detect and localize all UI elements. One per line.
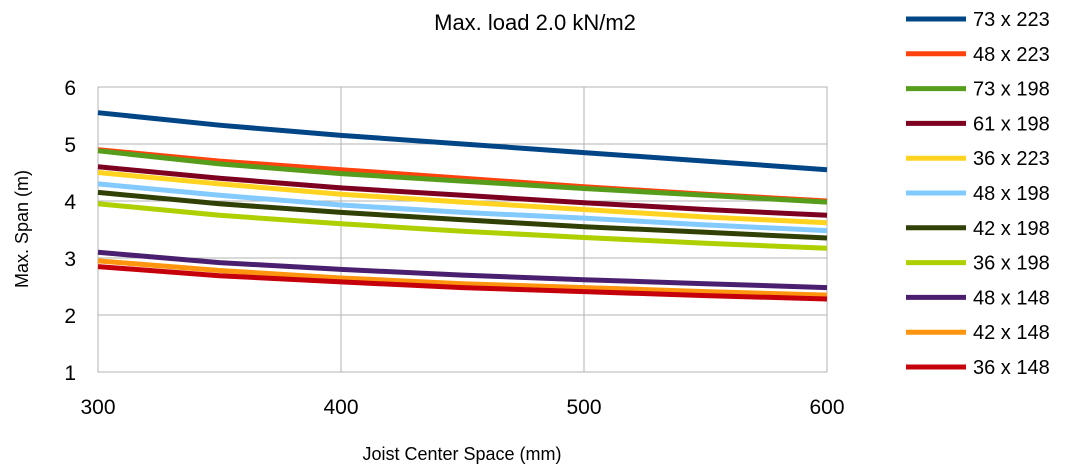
legend-label: 42 x 198	[973, 218, 1050, 240]
legend-label: 42 x 148	[973, 322, 1050, 344]
legend-label: 48 x 223	[973, 44, 1050, 66]
legend-item: 36 x 198	[906, 253, 1050, 275]
legend-item: 61 x 198	[906, 113, 1050, 135]
legend-item: 73 x 198	[906, 79, 1050, 101]
legend-item: 48 x 148	[906, 287, 1050, 309]
legend-item: 42 x 198	[906, 218, 1050, 240]
y-tick-label: 3	[64, 248, 76, 271]
x-axis-label: Joist Center Space (mm)	[362, 444, 561, 464]
legend-label: 48 x 198	[973, 183, 1050, 205]
series-line	[97, 264, 828, 302]
y-tick-label: 2	[64, 305, 76, 328]
series-line	[97, 258, 828, 298]
legend: 73 x 223 48 x 223 73 x 198 61 x 198 36 x 223…	[906, 9, 1050, 379]
series-line	[97, 164, 828, 218]
legend-label: 73 x 198	[973, 79, 1050, 101]
legend-label: 73 x 223	[973, 9, 1050, 31]
x-tick-label: 500	[566, 396, 601, 419]
legend-item: 36 x 223	[906, 148, 1050, 170]
y-tick-label: 1	[64, 362, 76, 385]
y-axis-ticks: 1 2 3 4 5 6	[64, 77, 76, 385]
x-axis-ticks: 300 400 500 600	[80, 396, 844, 419]
legend-item: 36 x 148	[906, 357, 1050, 379]
legend-label: 36 x 223	[973, 148, 1050, 170]
x-tick-label: 400	[323, 396, 358, 419]
series-line	[97, 181, 828, 234]
legend-label: 36 x 148	[973, 357, 1050, 379]
series-line	[97, 249, 828, 291]
x-tick-label: 600	[809, 396, 844, 419]
series-lines	[97, 110, 828, 302]
x-tick-label: 300	[80, 396, 115, 419]
y-tick-label: 5	[64, 134, 76, 157]
legend-item: 48 x 223	[906, 44, 1050, 66]
y-axis-label: Max. Span (m)	[12, 170, 32, 288]
series-line	[97, 148, 828, 205]
legend-label: 61 x 198	[973, 113, 1050, 135]
series-line	[97, 110, 828, 173]
y-tick-label: 6	[64, 77, 76, 100]
series-line	[97, 201, 828, 251]
legend-label: 48 x 148	[973, 287, 1050, 309]
y-tick-label: 4	[64, 191, 76, 214]
legend-item: 42 x 148	[906, 322, 1050, 344]
series-line	[97, 170, 828, 226]
legend-item: 73 x 223	[906, 9, 1050, 31]
legend-item: 48 x 198	[906, 183, 1050, 205]
series-line	[97, 189, 828, 241]
legend-label: 36 x 198	[973, 253, 1050, 275]
chart-title: Max. load 2.0 kN/m2	[434, 10, 636, 35]
